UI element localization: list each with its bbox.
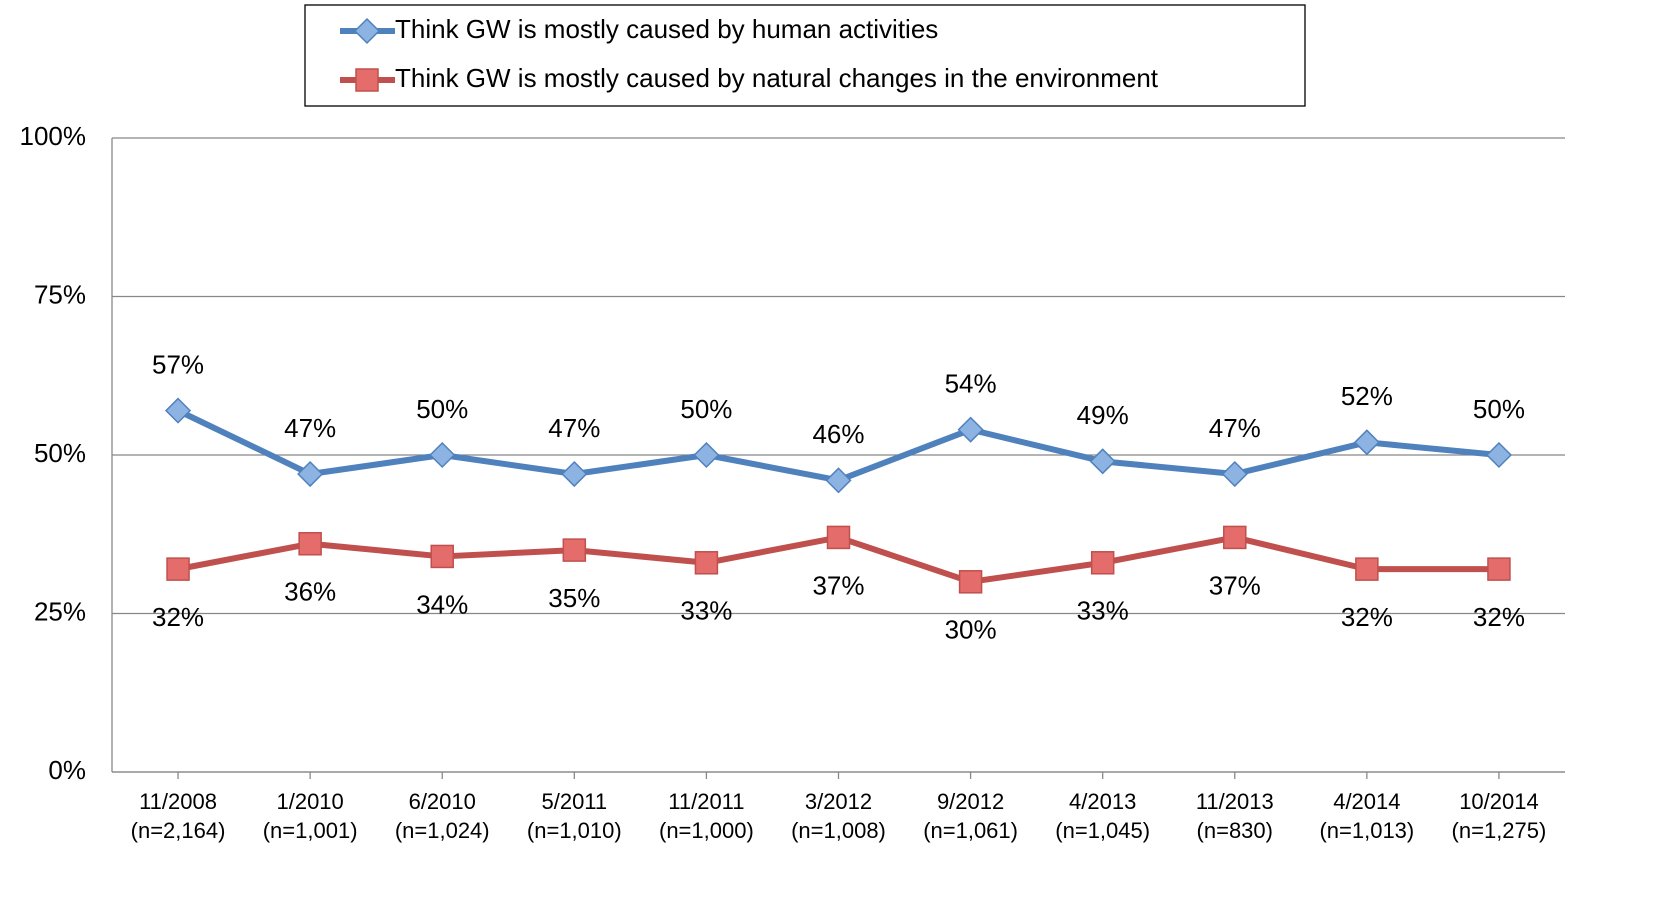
x-tick-label: 10/2014 bbox=[1459, 789, 1539, 814]
data-point bbox=[1355, 557, 1379, 581]
data-point bbox=[164, 397, 192, 424]
data-label: 33% bbox=[1077, 596, 1129, 626]
x-tick-label: 5/2011 bbox=[541, 789, 607, 814]
legend-marker bbox=[353, 17, 381, 45]
data-point bbox=[826, 525, 851, 550]
data-point bbox=[1353, 429, 1380, 456]
data-label: 52% bbox=[1341, 381, 1393, 411]
data-label: 47% bbox=[548, 413, 600, 443]
data-label: 32% bbox=[152, 602, 204, 632]
data-point bbox=[298, 532, 322, 556]
data-point bbox=[562, 538, 587, 562]
data-point bbox=[694, 551, 719, 575]
y-tick-label: 50% bbox=[34, 438, 86, 468]
x-tick-label: 4/2014 bbox=[1333, 789, 1400, 814]
data-label: 49% bbox=[1077, 400, 1129, 430]
data-point bbox=[1090, 551, 1115, 575]
data-point bbox=[1089, 448, 1116, 475]
x-tick-label: 11/2008 bbox=[139, 789, 217, 814]
data-label: 57% bbox=[152, 349, 204, 379]
data-point bbox=[958, 570, 983, 594]
x-tick-sublabel: (n=1,008) bbox=[791, 818, 886, 843]
x-tick-label: 4/2013 bbox=[1069, 789, 1136, 814]
data-point bbox=[1487, 557, 1511, 581]
data-point bbox=[1221, 460, 1248, 488]
legend-label: Think GW is mostly caused by natural cha… bbox=[395, 63, 1159, 93]
x-tick-sublabel: (n=1,275) bbox=[1452, 818, 1547, 843]
data-point bbox=[1485, 441, 1513, 469]
data-label: 37% bbox=[812, 570, 864, 600]
data-label: 33% bbox=[680, 596, 732, 626]
y-tick-label: 100% bbox=[20, 121, 87, 151]
x-tick-sublabel: (n=1,013) bbox=[1319, 818, 1414, 843]
x-tick-label: 11/2011 bbox=[668, 789, 744, 814]
y-tick-label: 75% bbox=[34, 279, 86, 309]
data-label: 35% bbox=[548, 583, 600, 613]
data-point bbox=[430, 544, 454, 569]
data-label: 50% bbox=[1473, 394, 1525, 424]
data-point bbox=[957, 416, 984, 443]
y-tick-label: 0% bbox=[48, 755, 86, 785]
data-label: 47% bbox=[284, 413, 336, 443]
x-tick-sublabel: (n=1,000) bbox=[659, 818, 754, 843]
x-tick-sublabel: (n=830) bbox=[1197, 818, 1273, 843]
data-point bbox=[1223, 525, 1247, 550]
x-tick-sublabel: (n=1,024) bbox=[395, 818, 490, 843]
y-tick-label: 25% bbox=[34, 596, 86, 626]
x-tick-sublabel: (n=1,045) bbox=[1055, 818, 1150, 843]
data-label: 47% bbox=[1209, 413, 1261, 443]
legend-box bbox=[304, 4, 1306, 107]
data-label: 30% bbox=[945, 615, 997, 645]
legend-label: Think GW is mostly caused by human activ… bbox=[395, 14, 938, 44]
data-label: 54% bbox=[945, 369, 997, 399]
data-point bbox=[297, 460, 324, 488]
x-tick-sublabel: (n=1,010) bbox=[527, 818, 622, 843]
x-tick-sublabel: (n=2,164) bbox=[131, 818, 226, 843]
data-label: 50% bbox=[680, 394, 732, 424]
data-point bbox=[429, 441, 456, 469]
x-tick-label: 6/2010 bbox=[409, 789, 476, 814]
data-label: 50% bbox=[416, 394, 468, 424]
x-tick-label: 9/2012 bbox=[937, 789, 1004, 814]
x-tick-label: 1/2010 bbox=[276, 789, 343, 814]
data-point bbox=[561, 460, 588, 488]
data-label: 37% bbox=[1209, 570, 1261, 600]
legend-marker bbox=[355, 68, 379, 92]
x-tick-label: 11/2013 bbox=[1196, 789, 1274, 814]
data-label: 36% bbox=[284, 577, 336, 607]
data-point bbox=[166, 557, 190, 581]
data-point bbox=[825, 467, 852, 494]
data-label: 32% bbox=[1473, 602, 1525, 632]
data-label: 46% bbox=[812, 419, 864, 449]
x-tick-label: 3/2012 bbox=[805, 789, 872, 814]
x-tick-sublabel: (n=1,061) bbox=[923, 818, 1018, 843]
x-tick-sublabel: (n=1,001) bbox=[263, 818, 358, 843]
data-label: 32% bbox=[1341, 602, 1393, 632]
data-point bbox=[693, 441, 720, 469]
data-label: 34% bbox=[416, 589, 468, 619]
